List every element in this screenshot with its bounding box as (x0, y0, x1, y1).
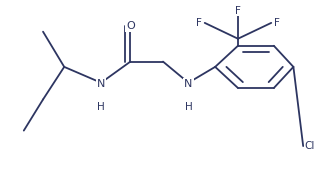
Text: O: O (126, 21, 135, 31)
Text: Cl: Cl (304, 141, 315, 151)
Text: N: N (97, 79, 105, 89)
Text: F: F (274, 18, 280, 28)
Text: H: H (97, 102, 105, 112)
Text: F: F (235, 6, 241, 15)
Text: H: H (185, 102, 192, 112)
Text: N: N (184, 79, 193, 89)
Text: F: F (196, 18, 202, 28)
